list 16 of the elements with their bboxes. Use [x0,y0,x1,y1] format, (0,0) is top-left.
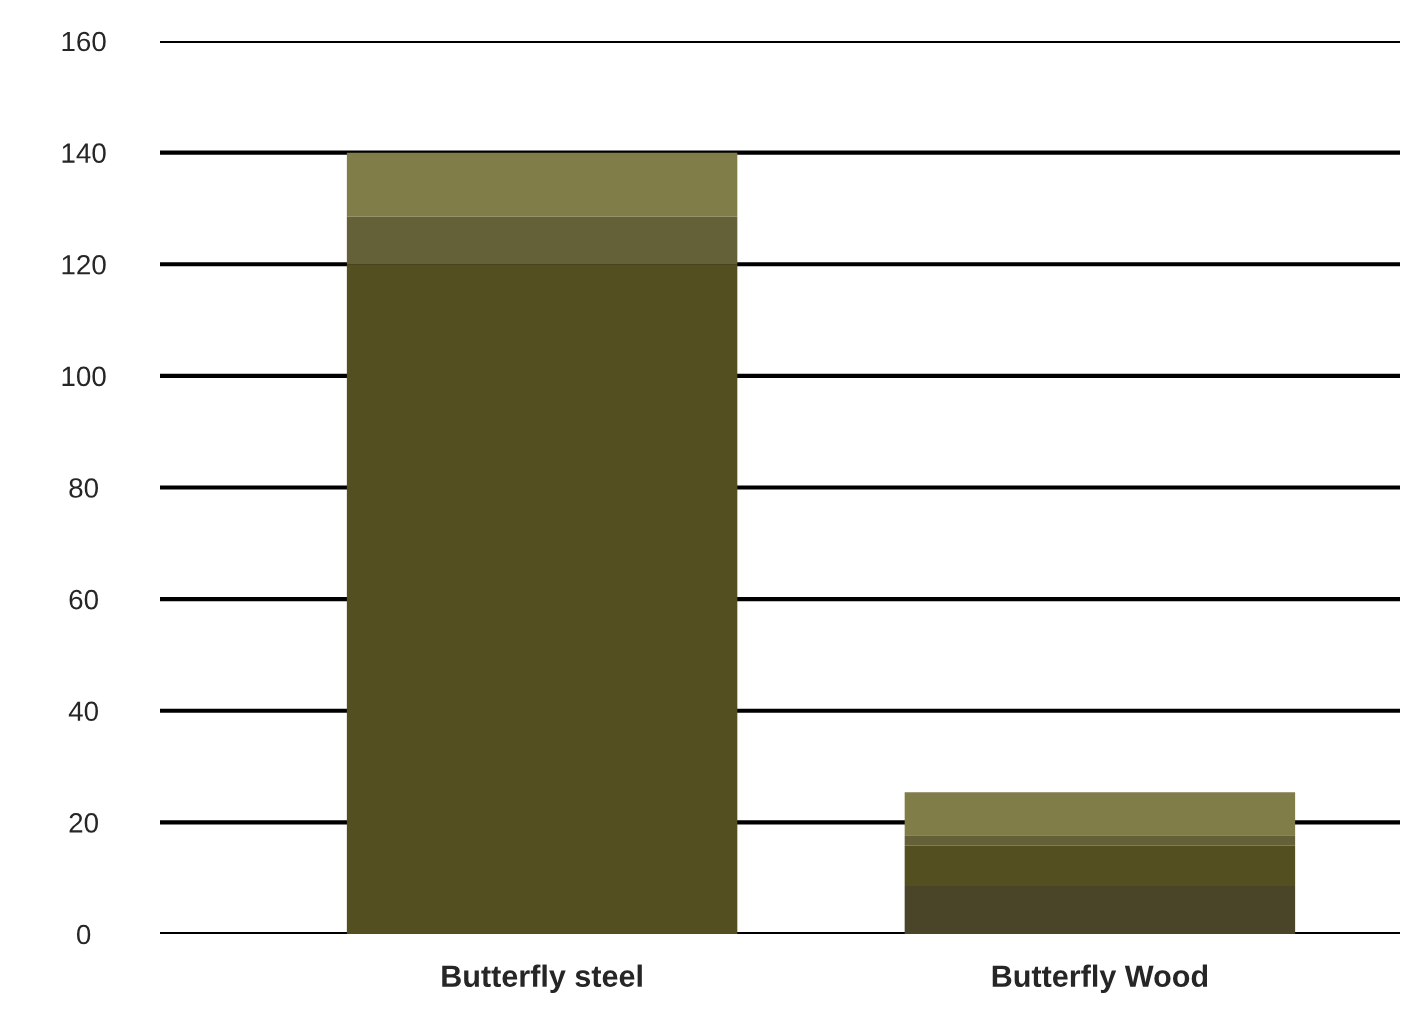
bar [346,264,738,934]
bar [346,216,738,265]
y-tick-label: 160 [62,31,106,52]
y-tick-label: 80 [69,478,98,498]
bar [904,792,1296,836]
y-tick-label: 0 [76,924,91,945]
y-tick-label: 140 [62,143,106,163]
y-tick-label: 60 [69,589,98,610]
y-tick-label: 20 [69,813,98,833]
bar [346,152,738,217]
y-tick-label: 100 [62,366,106,387]
x-tick-label: Butterfly steel [442,964,642,994]
bar [904,835,1296,846]
x-tick-label: Butterfly Wood [992,964,1208,994]
y-tick-label: 120 [62,254,106,275]
y-tick-label: 40 [68,701,98,722]
